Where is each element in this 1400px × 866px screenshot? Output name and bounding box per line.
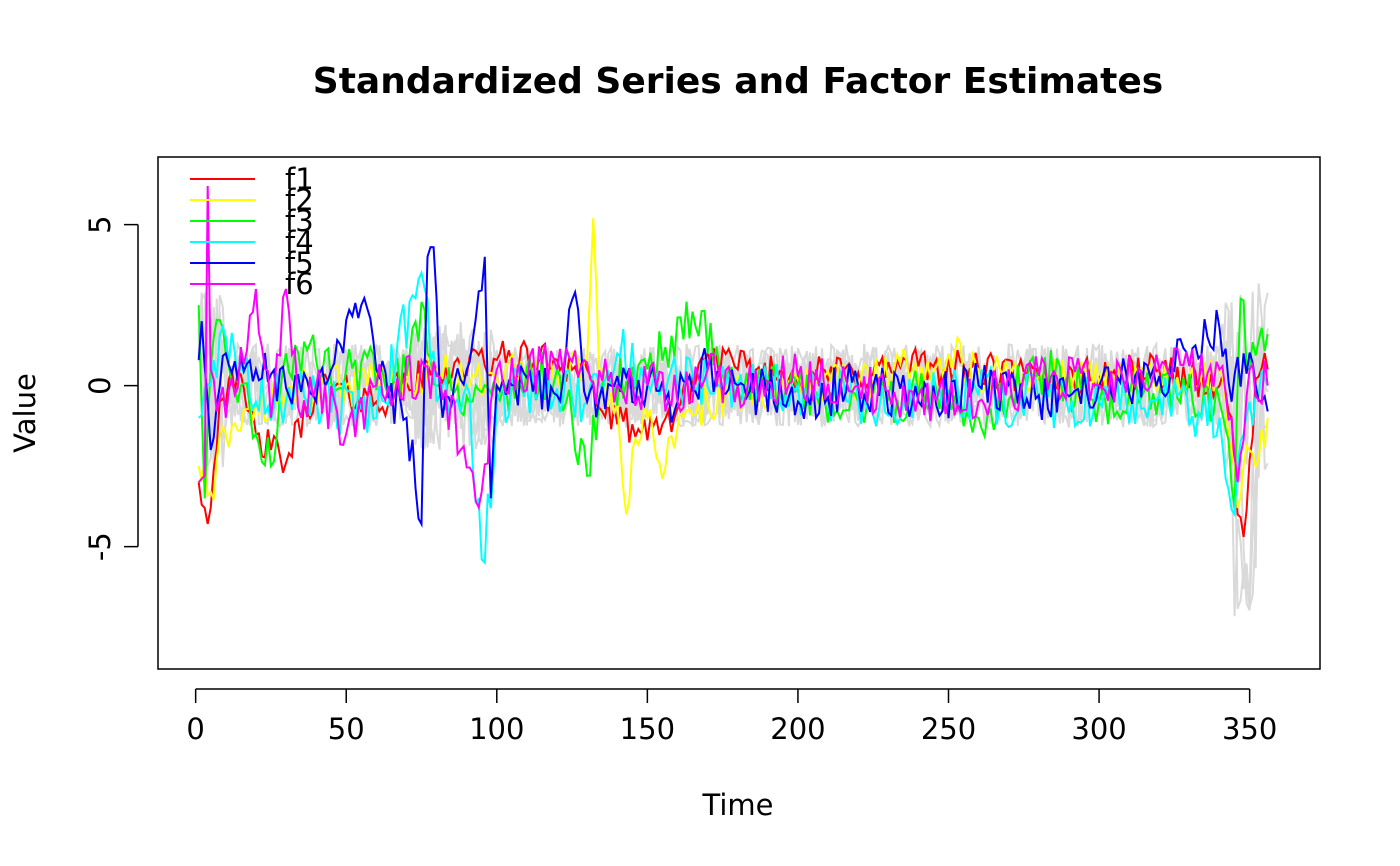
y-tick-label: 5 xyxy=(83,215,117,233)
y-axis: -5 0 5 xyxy=(83,215,139,561)
legend-label-f5: f5 xyxy=(285,246,314,280)
plot-frame xyxy=(157,156,1321,670)
y-axis-label: Value xyxy=(8,373,42,453)
x-tick-label: 300 xyxy=(1071,712,1126,746)
x-tick-label: 0 xyxy=(186,712,204,746)
chart-title: Standardized Series and Factor Estimates xyxy=(313,61,1163,102)
legend-label-f2: f2 xyxy=(285,183,314,217)
series-line-f5 xyxy=(197,246,1269,528)
x-tick-label: 50 xyxy=(328,712,365,746)
x-tick-label: 350 xyxy=(1222,712,1277,746)
legend-label-f1: f1 xyxy=(285,162,314,196)
legend-label-f4: f4 xyxy=(285,225,314,259)
x-tick-label: 150 xyxy=(620,712,675,746)
x-tick-label: 200 xyxy=(770,712,825,746)
background-series-group xyxy=(197,283,1269,617)
y-tick-label: 0 xyxy=(83,376,117,394)
legend-label-f3: f3 xyxy=(285,204,314,238)
factor-series-group xyxy=(197,185,1269,566)
background-series-line xyxy=(197,294,1269,617)
background-series-line xyxy=(197,291,1269,609)
background-series-line xyxy=(197,292,1269,611)
y-tick-label: -5 xyxy=(83,532,117,561)
x-tick-label: 250 xyxy=(921,712,976,746)
series-line-f6 xyxy=(197,185,1269,511)
x-tick-label: 100 xyxy=(469,712,524,746)
x-axis-label: Time xyxy=(702,788,774,822)
legend-label-f6: f6 xyxy=(285,267,314,301)
x-axis: 0 50 100 150 200 250 300 350 xyxy=(186,688,1277,746)
